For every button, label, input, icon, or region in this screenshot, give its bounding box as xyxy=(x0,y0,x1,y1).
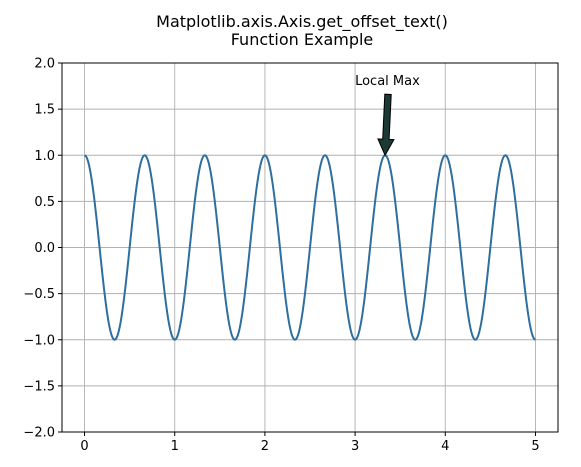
y-tick-label: −2.0 xyxy=(23,426,55,441)
y-tick-label: 1.5 xyxy=(34,103,55,118)
x-tick-label: 4 xyxy=(441,439,449,454)
y-tick-label: 1.0 xyxy=(34,149,55,164)
annotation-text: Local Max xyxy=(355,74,420,89)
x-tick-label: 5 xyxy=(531,439,539,454)
chart-title-line-2: Function Example xyxy=(231,30,374,49)
series-layer xyxy=(84,154,536,341)
y-tick-label: 0.5 xyxy=(34,195,55,210)
x-tick-label: 3 xyxy=(351,439,359,454)
x-tick-label: 0 xyxy=(80,439,88,454)
y-tick-label: 2.0 xyxy=(34,57,55,72)
x-tick-label: 2 xyxy=(261,439,269,454)
x-axis-ticks: 0 1 2 3 4 5 xyxy=(80,432,540,454)
y-axis-ticks: −2.0 −1.5 −1.0 −0.5 0.0 0.5 1.0 1.5 2.0 xyxy=(23,57,62,441)
chart-title-line-1: Matplotlib.axis.Axis.get_offset_text() xyxy=(156,12,448,32)
y-tick-label: −1.0 xyxy=(23,333,55,348)
annotation-arrow xyxy=(377,93,395,157)
x-tick-label: 1 xyxy=(171,439,179,454)
y-tick-label: −1.5 xyxy=(23,379,55,394)
y-tick-label: −0.5 xyxy=(23,287,55,302)
y-tick-label: 0.0 xyxy=(34,241,55,256)
series-line xyxy=(84,154,536,341)
annotation-layer: Local Max xyxy=(355,74,420,157)
